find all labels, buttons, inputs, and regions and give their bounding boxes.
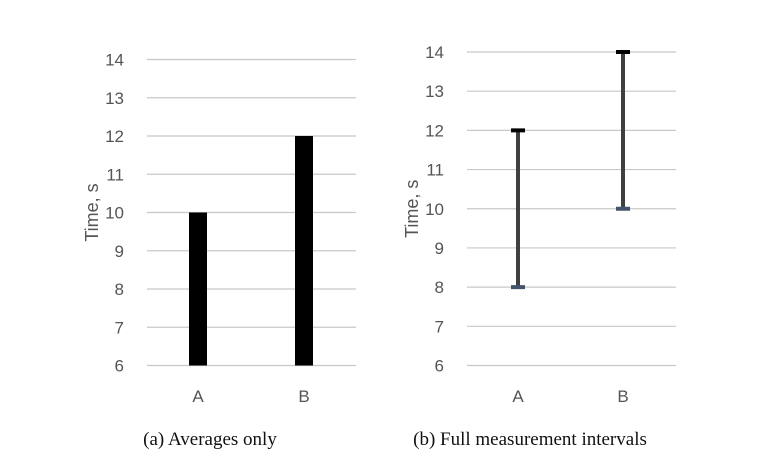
y-tick-label: 11: [426, 161, 444, 180]
y-tick-label: 8: [115, 280, 124, 299]
error-bar-cap-bottom: [511, 285, 525, 290]
y-tick-label: 9: [115, 242, 124, 261]
y-tick-label: 8: [435, 278, 444, 297]
chart-a: 6 7 8 9 10 11 12 13 14 Time, s A B (a) Averages only: [82, 51, 356, 450]
error-bar-cap-top: [616, 50, 630, 54]
y-tick-label: 7: [435, 317, 444, 336]
y-tick-label: 10: [425, 200, 444, 219]
x-tick-label: B: [617, 387, 628, 406]
chart-b: 6 7 8 9 10 11 12 13 14 Time, s A B (b) Full measurem…: [402, 43, 676, 450]
y-tick-label: 9: [435, 239, 444, 258]
y-tick-label: 10: [105, 204, 124, 223]
y-axis-label: Time, s: [82, 183, 102, 241]
y-tick-label: 7: [115, 318, 124, 337]
y-tick-label: 13: [425, 82, 444, 101]
bar: [295, 136, 313, 366]
y-tick-label: 6: [435, 357, 444, 376]
y-tick-label: 6: [115, 357, 124, 376]
y-tick-label: 12: [425, 121, 444, 140]
y-axis-label: Time, s: [402, 180, 422, 238]
y-tick-label: 14: [425, 43, 444, 62]
bar: [189, 212, 207, 366]
x-tick-label: A: [512, 387, 524, 406]
caption: (a) Averages only: [143, 429, 277, 450]
x-tick-label: A: [192, 387, 204, 406]
y-tick-label: 12: [105, 127, 124, 146]
y-tick-label: 14: [105, 51, 124, 70]
error-bar-cap-top: [511, 128, 525, 133]
x-tick-label: B: [298, 387, 309, 406]
y-tick-label: 13: [105, 89, 124, 108]
error-bar-cap-bottom: [616, 206, 630, 211]
caption: (b) Full measurement intervals: [413, 429, 647, 450]
y-tick-label: 11: [106, 165, 124, 184]
